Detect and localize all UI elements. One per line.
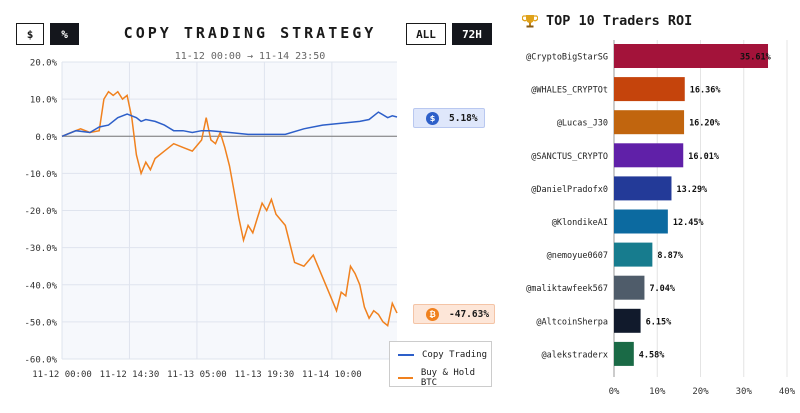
bar-category-label: @nemoyue0607 — [547, 251, 608, 261]
chart-date-range: 11-12 00:00 → 11-14 23:50 — [174, 51, 326, 62]
btc-series-line — [61, 90, 398, 327]
bar — [614, 275, 645, 300]
bar-x-tick-label: 0% — [609, 387, 620, 397]
bar — [614, 77, 685, 102]
bar-category-label: @WHALES_CRYPTOt — [531, 86, 608, 96]
y-tick-label: -50.0% — [24, 318, 57, 328]
dollar-icon: $ — [426, 111, 439, 125]
bar — [614, 143, 684, 168]
legend-item-copy: Copy Trading — [398, 350, 487, 360]
bar-x-tick-label: 30% — [736, 387, 753, 397]
bar-category-label: @SANCTUS_CRYPTO — [531, 152, 608, 162]
y-tick-label: -30.0% — [24, 244, 57, 254]
line-chart: 20.0% 10.0% 0.0% -10.0% -20.0% -30.0% -40.0% -5… — [24, 59, 398, 380]
trophy-icon — [522, 15, 538, 28]
x-tick-label: 11-13 19:30 — [235, 370, 295, 380]
y-tick-label: -20.0% — [24, 207, 57, 217]
btc-value: -47.63% — [449, 308, 490, 320]
legend-swatch-copy — [398, 354, 414, 356]
dollar-mode-button[interactable]: $ — [16, 23, 44, 45]
x-tick-label: 11-13 05:00 — [167, 370, 227, 380]
y-tick-label: -60.0% — [24, 356, 57, 366]
bar — [614, 44, 769, 68]
bar-x-tick-label: 20% — [692, 387, 709, 397]
copy-trading-panel: $ % COPY TRADING STRATEGY ALL 72H 11-12 … — [16, 23, 495, 388]
chart-title: COPY TRADING STRATEGY — [123, 24, 377, 42]
bar-value-label: 16.01% — [688, 152, 720, 162]
copy-series-line — [61, 111, 398, 137]
btc-value-tag: ₿ -47.63% — [413, 304, 495, 324]
y-tick-label: -40.0% — [24, 281, 57, 291]
bar — [614, 341, 634, 366]
x-tick-label: 11-12 00:00 — [32, 370, 92, 380]
y-tick-label: 0.0% — [35, 133, 57, 143]
bar-x-tick-label: 40% — [779, 387, 796, 397]
copy-value-tag: $ 5.18% — [413, 108, 485, 128]
bar — [614, 209, 668, 234]
legend-swatch-btc — [398, 377, 413, 379]
bar-value-label: 35.61% — [740, 53, 772, 63]
bar — [614, 110, 685, 135]
bar — [614, 308, 641, 333]
bar-value-label: 12.45% — [673, 218, 705, 228]
bar-category-label: @DanielPradofx0 — [531, 185, 608, 195]
legend-item-btc: Buy & Hold BTC — [398, 368, 491, 388]
bar-value-label: 16.36% — [690, 86, 722, 96]
bar-category-label: @Lucas_J30 — [557, 119, 608, 129]
bar-value-label: 7.04% — [649, 284, 675, 294]
legend-label-copy: Copy Trading — [422, 350, 488, 360]
bar-category-label: @CryptoBigStarSG — [526, 53, 608, 63]
bar-category-label: @maliktawfeek567 — [526, 284, 608, 294]
range-72h-button[interactable]: 72H — [452, 23, 492, 45]
bar-x-tick-label: 10% — [649, 387, 666, 397]
bar-value-label: 4.58% — [639, 350, 665, 360]
roi-bar-chart: @CryptoBigStarSG @WHALES_CRYPTOt @Lucas_J3… — [526, 40, 796, 397]
x-tick-label: 11-12 14:30 — [100, 370, 160, 380]
y-tick-label: 20.0% — [30, 59, 58, 69]
legend-label-btc: Buy & Hold BTC — [420, 368, 475, 388]
x-tick-label: 11-14 10:00 — [302, 370, 362, 380]
bar-value-label: 8.87% — [657, 251, 683, 261]
bar — [614, 176, 672, 201]
roi-title-text: TOP 10 Traders ROI — [546, 13, 693, 29]
roi-chart-title: TOP 10 Traders ROI — [522, 13, 692, 29]
percent-mode-button[interactable]: % — [50, 23, 79, 45]
bar-category-label: @AltcoinSherpa — [536, 317, 608, 327]
y-tick-label: -10.0% — [24, 170, 57, 180]
bar-category-label: @alekstraderx — [541, 350, 608, 360]
bar-category-label: @KlondikeAI — [552, 218, 608, 228]
range-all-button[interactable]: ALL — [406, 23, 446, 45]
chart-legend: Copy Trading Buy & Hold BTC — [389, 341, 492, 388]
bitcoin-icon: ₿ — [426, 307, 439, 321]
y-tick-label: 10.0% — [30, 96, 58, 106]
bar-value-label: 6.15% — [646, 317, 672, 327]
bar-value-label: 13.29% — [676, 185, 708, 195]
copy-value: 5.18% — [449, 112, 478, 124]
bar — [614, 242, 653, 267]
bar-value-label: 16.20% — [689, 119, 721, 129]
